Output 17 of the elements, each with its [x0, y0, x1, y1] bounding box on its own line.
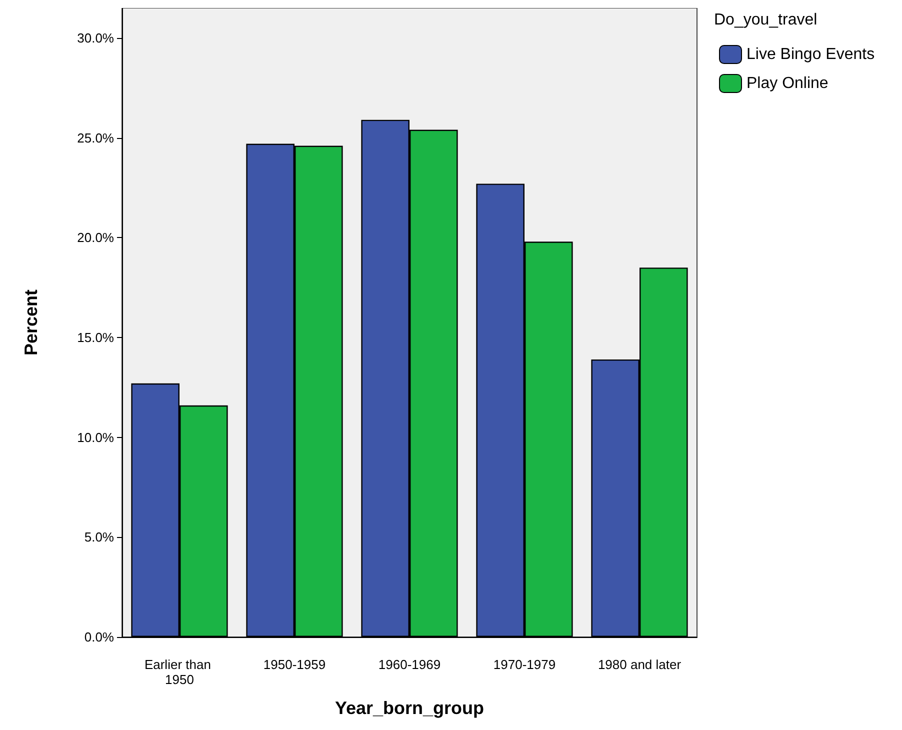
x-tick-label: 1970-1979 — [493, 657, 556, 672]
x-tick-label: 1950-1959 — [263, 657, 326, 672]
x-axis-title: Year_born_group — [334, 698, 484, 718]
x-tick-label: Earlier than 1950 — [144, 657, 215, 687]
y-tick-label: 25.0% — [77, 130, 114, 146]
y-tick-label: 15.0% — [77, 330, 114, 345]
legend-label: Live Bingo Events — [746, 46, 875, 63]
x-tick-label: 1960-1969 — [378, 657, 441, 672]
x-tick-label: 1980 and later — [598, 657, 682, 672]
y-axis-title: Percent — [21, 289, 41, 356]
y-tick-label: 0.0% — [84, 630, 114, 644]
legend-label: Play Online — [746, 75, 828, 92]
y-tick-label: 5.0% — [84, 530, 114, 545]
y-tick-label: 30.0% — [77, 30, 114, 46]
y-tick-label: 10.0% — [77, 430, 114, 445]
y-tick-label: 20.0% — [77, 230, 114, 246]
legend-title: Do_you_travel — [714, 12, 818, 28]
